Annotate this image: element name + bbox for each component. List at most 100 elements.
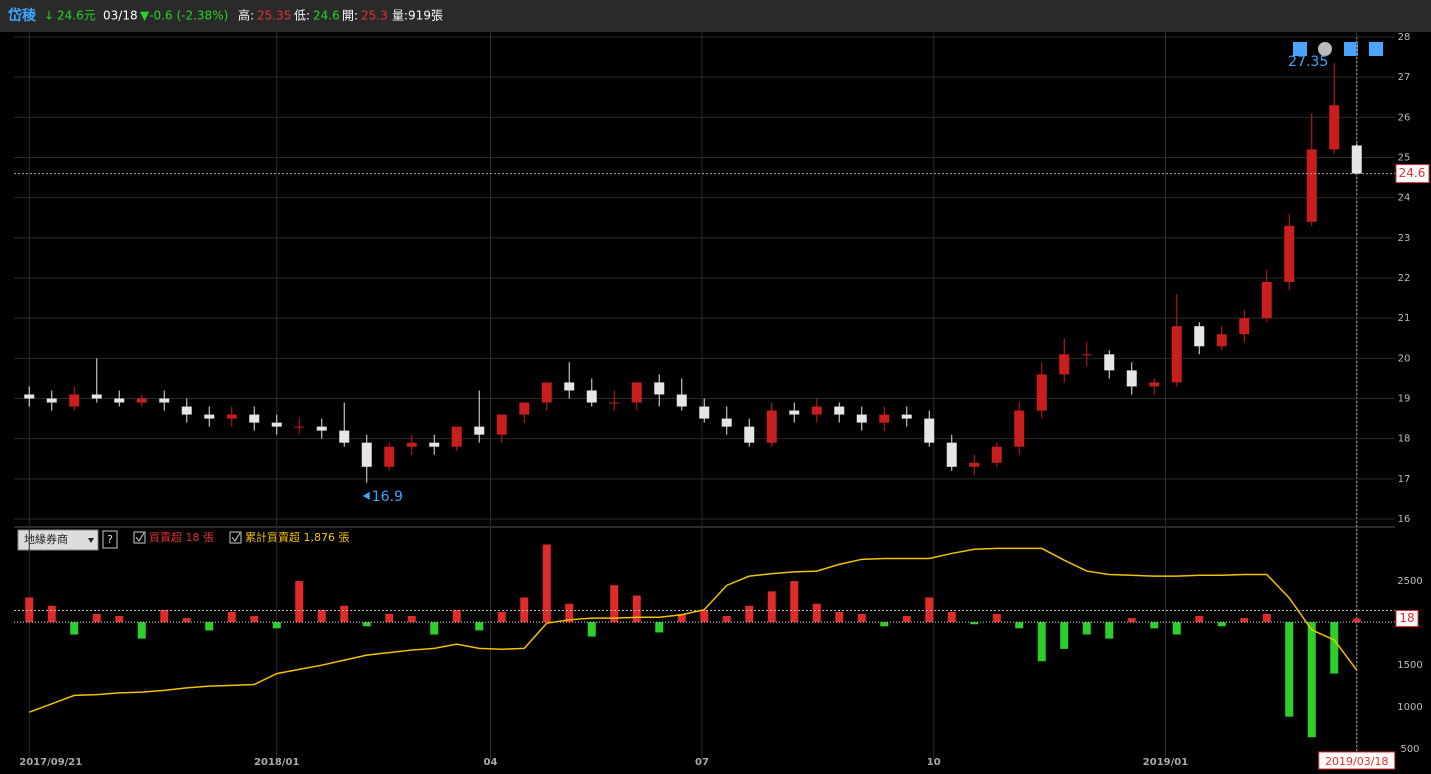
net-bar [1015, 622, 1024, 629]
net-bar [947, 611, 956, 623]
net-bar [565, 603, 574, 623]
y-tick-label: 21 [1398, 313, 1411, 324]
net-bar [745, 605, 754, 623]
net-bar [272, 622, 281, 629]
y-tick-label: 20 [1398, 353, 1411, 364]
candle-body [946, 442, 957, 467]
check [231, 532, 241, 542]
candle-body [1329, 105, 1340, 150]
net-bar [677, 613, 686, 623]
candle-body [1014, 410, 1025, 447]
candle-body [1171, 326, 1182, 383]
net-bar [700, 609, 709, 623]
net-bar [902, 616, 911, 623]
volume: 量:919張 [392, 9, 443, 23]
tool-icon[interactable] [1318, 42, 1332, 56]
y-tick-label: 16 [1398, 514, 1411, 525]
net-bar [1060, 622, 1069, 649]
candle-body [496, 414, 507, 435]
candle-body [631, 382, 642, 403]
net-bar [1285, 622, 1294, 717]
candle-body [1239, 318, 1250, 335]
open: 25.3 [361, 9, 388, 23]
x-tick-label: 07 [695, 757, 709, 768]
broker-select[interactable] [17, 529, 99, 551]
candle-body [271, 422, 282, 427]
net-last-label: 18 [1399, 611, 1414, 625]
net-bar [137, 622, 146, 639]
net-bar [160, 609, 169, 623]
low-marker: 16.9 [372, 489, 403, 505]
tool-icon[interactable] [1344, 42, 1358, 56]
candle-body [991, 446, 1002, 463]
tool-icon[interactable] [1293, 42, 1307, 56]
net-bar [835, 611, 844, 623]
checkbox[interactable] [133, 531, 146, 544]
net-bar [1195, 616, 1204, 623]
candle-body [1261, 282, 1272, 319]
net-bar [430, 622, 439, 635]
y-tick-label: 24 [1398, 193, 1411, 204]
candle-body [519, 402, 530, 415]
legend-net: 買賣超 18 張 [149, 530, 214, 544]
candle-body [474, 426, 485, 435]
candle-body [811, 406, 822, 415]
net-bar [250, 616, 259, 623]
candle-body [1081, 354, 1092, 356]
y-tick-label: 500 [1400, 744, 1419, 755]
y-tick-label: 23 [1398, 233, 1411, 244]
broker-select-text: 地緣券商 [24, 532, 68, 546]
x-tick-label: 10 [927, 757, 941, 768]
high: 25.35 [257, 9, 291, 23]
candle-body [564, 382, 575, 391]
candle-body [834, 406, 845, 415]
net-bar [655, 622, 664, 633]
candle-body [384, 446, 395, 467]
net-bar [857, 613, 866, 623]
net-bar [1352, 618, 1361, 623]
net-bar [722, 616, 731, 623]
candle-body [609, 402, 620, 404]
tool-icon[interactable] [1369, 42, 1383, 56]
stock-name[interactable]: 岱稜 [7, 7, 37, 24]
candle-body [46, 398, 57, 403]
last-price-box [1395, 164, 1430, 184]
y-tick-label: 2500 [1397, 576, 1422, 587]
net-bar [790, 581, 799, 623]
candle-body [339, 430, 350, 443]
net-bar [340, 605, 349, 623]
net-bar [1037, 622, 1046, 662]
open-label: 開: [342, 9, 358, 23]
candle-body [91, 394, 102, 399]
help-button[interactable] [102, 530, 118, 549]
candle-body [879, 414, 890, 423]
check [135, 532, 145, 542]
candle-body [586, 390, 597, 403]
net-bar [227, 611, 236, 623]
date: 03/18 [103, 9, 138, 23]
candle-body [361, 442, 372, 467]
net-bar [1262, 613, 1271, 623]
candle-body [1216, 334, 1227, 347]
x-tick-label: 2019/01 [1143, 757, 1188, 768]
toolbar [1293, 42, 1383, 56]
candle-body [204, 414, 215, 419]
marker-arrow [362, 491, 370, 500]
candle-body [69, 394, 80, 407]
candle-body [429, 442, 440, 447]
candle-body [114, 398, 125, 403]
net-bar [182, 618, 191, 623]
checkbox[interactable] [229, 531, 242, 544]
broker-legend: 地緣券商 ? 買賣超 18 張 累計買賣超 1,876 張 [17, 529, 349, 551]
net-bar [812, 603, 821, 623]
net-bar [1172, 622, 1181, 635]
high-label: 高: [238, 8, 254, 23]
net-bar [610, 585, 619, 623]
header-bar [0, 0, 1431, 32]
low: 24.6 [313, 9, 340, 23]
candle-body [541, 382, 552, 403]
net-bar [1330, 622, 1339, 674]
net-bar [925, 597, 934, 623]
